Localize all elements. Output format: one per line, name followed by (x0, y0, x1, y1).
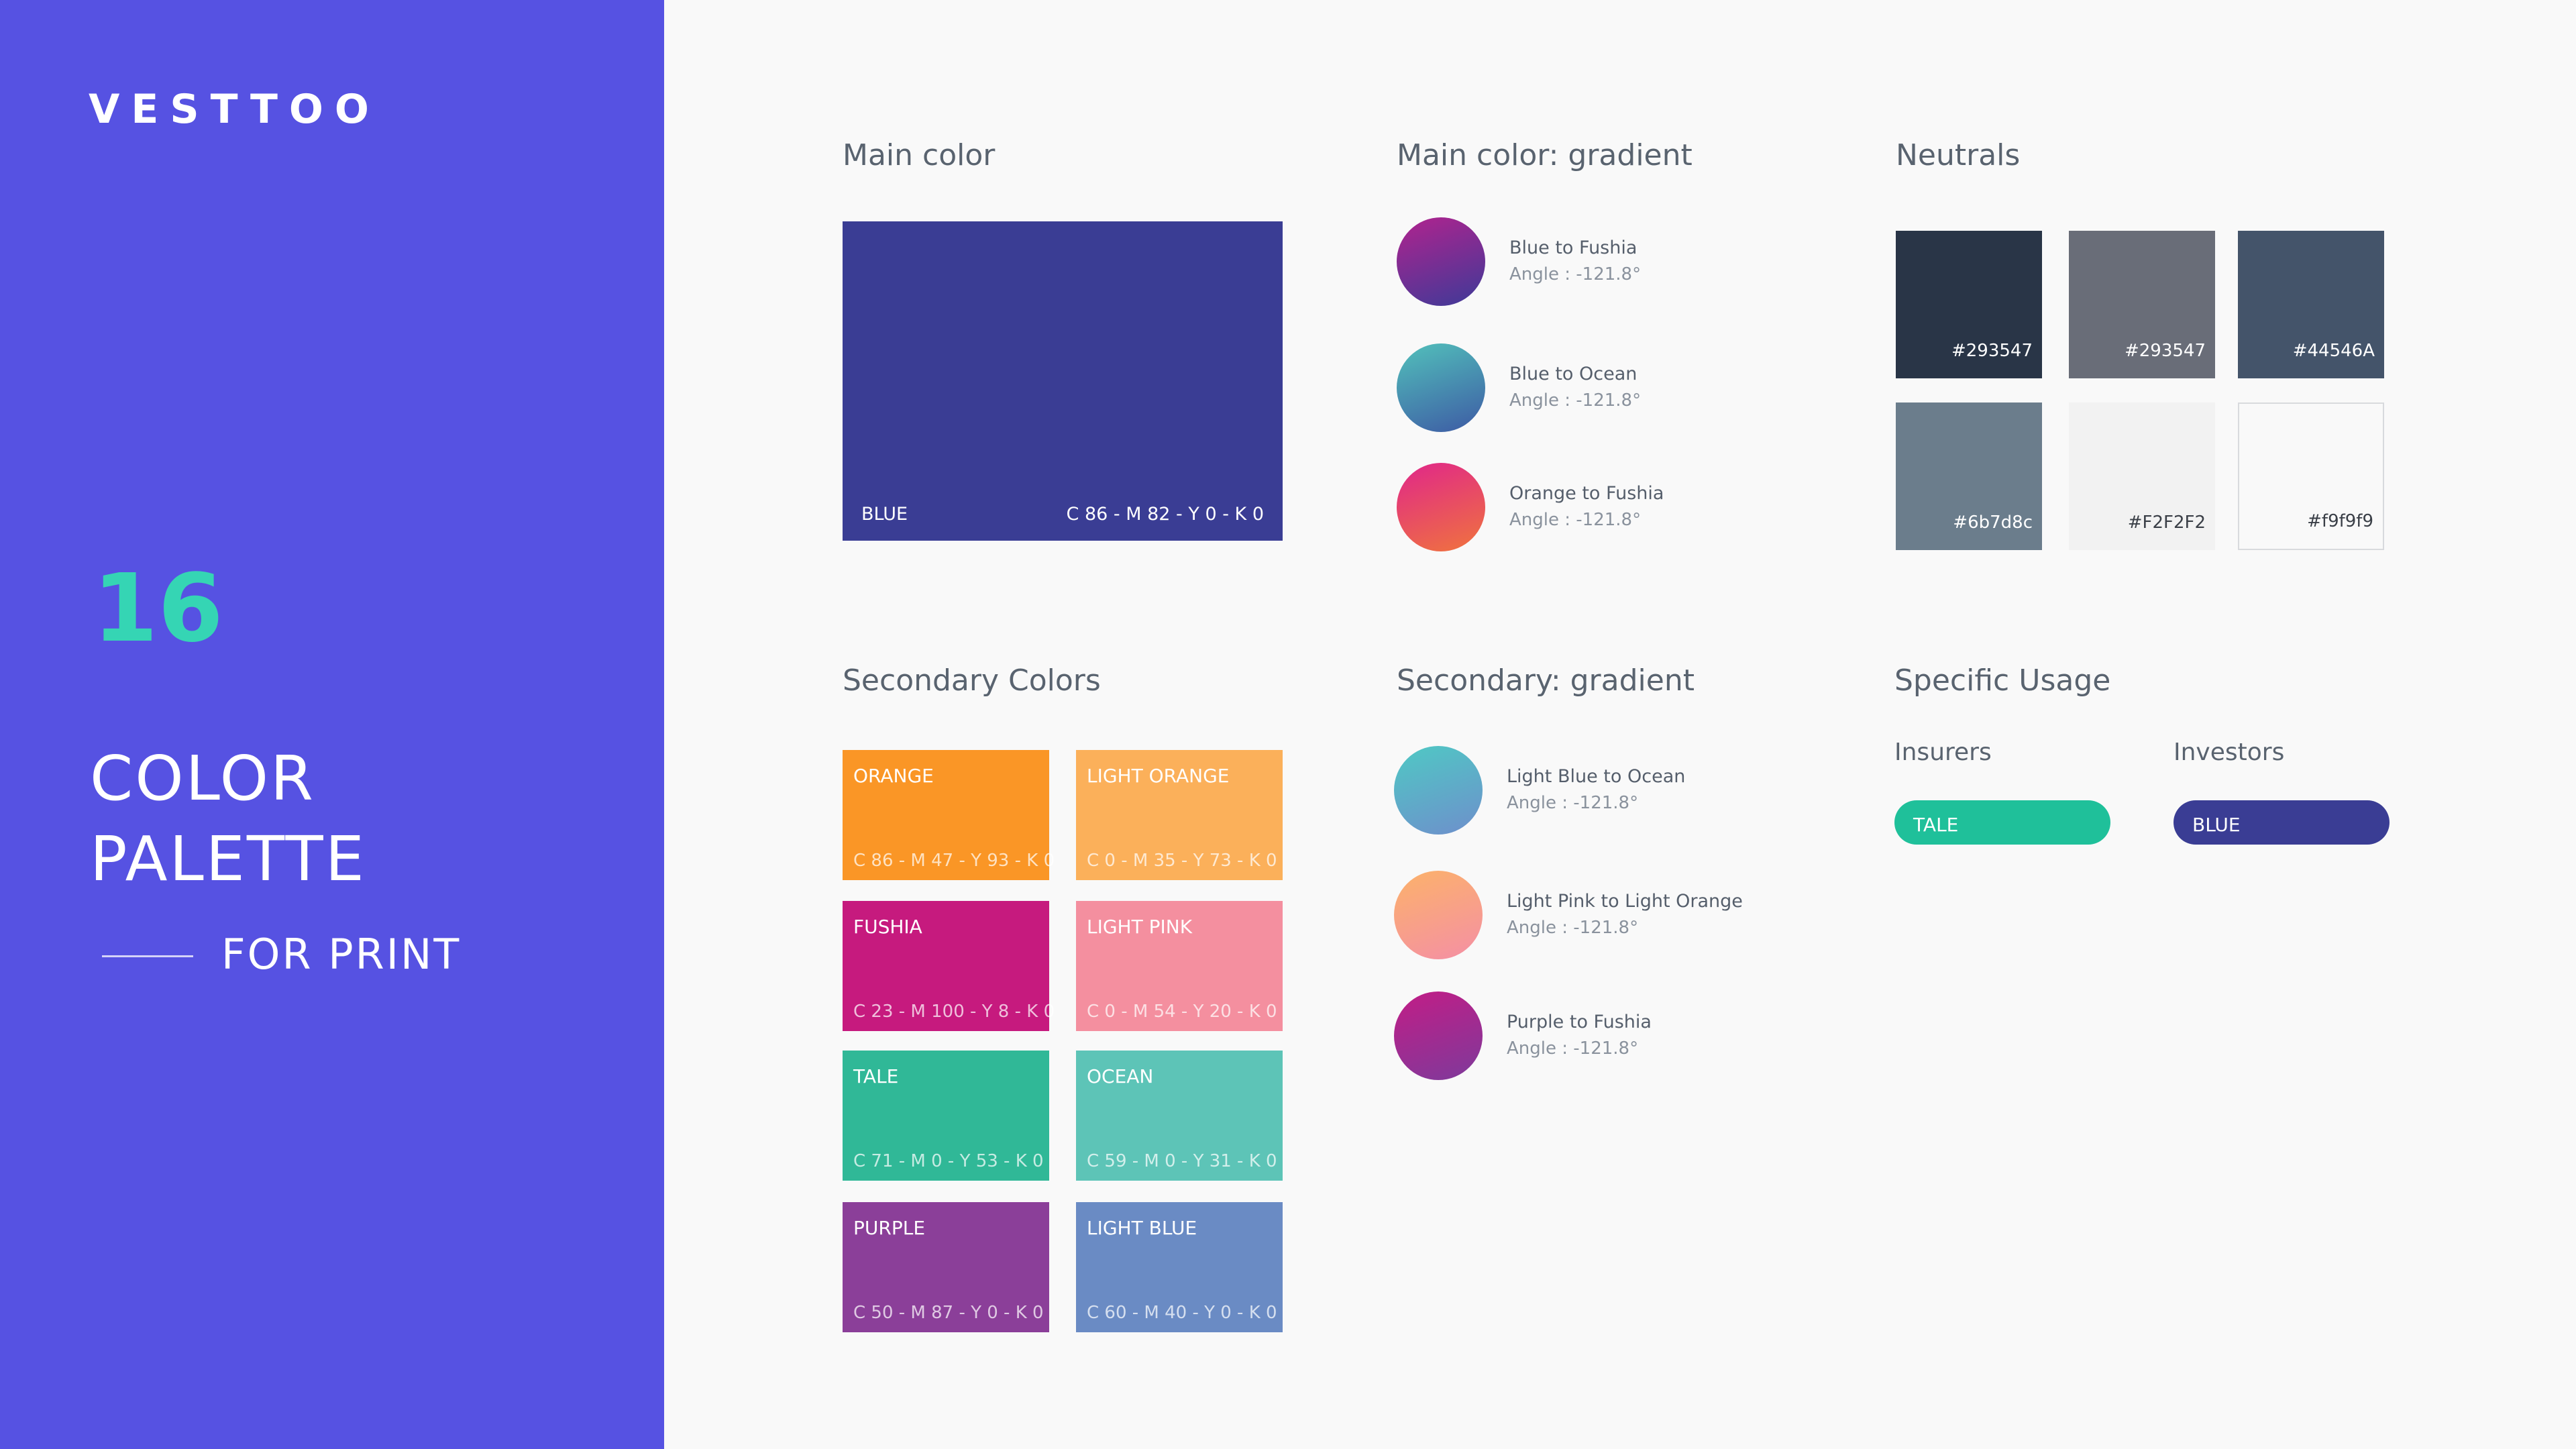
gradient-swatch (1397, 343, 1485, 432)
secondary-swatch: LIGHT PINK C 0 - M 54 - Y 20 - K 0 (1076, 901, 1283, 1031)
investors-pill: BLUE (2174, 800, 2390, 845)
gradient-item: Blue to Ocean Angle : -121.8° (1397, 343, 1799, 437)
specific-usage-heading: Specific Usage (1894, 663, 2111, 698)
swatch-name: OCEAN (1087, 1065, 1154, 1087)
swatch-cmyk: C 60 - M 40 - Y 0 - K 0 (1087, 1303, 1277, 1323)
neutral-swatch: #293547 (1896, 231, 2042, 378)
swatch-name: LIGHT ORANGE (1087, 765, 1230, 787)
gradient-angle: Angle : -121.8° (1507, 1038, 1639, 1059)
swatch-name: LIGHT PINK (1087, 916, 1193, 938)
gradient-angle: Angle : -121.8° (1509, 264, 1642, 284)
page-title-line-1: COLOR (90, 743, 315, 814)
gradient-angle: Angle : -121.8° (1509, 390, 1642, 411)
neutral-hex: #293547 (2124, 341, 2206, 361)
swatch-cmyk: C 86 - M 47 - Y 93 - K 0 (853, 851, 1055, 871)
neutrals-heading: Neutrals (1896, 138, 2021, 172)
main-gradient-heading: Main color: gradient (1397, 138, 1693, 172)
gradient-angle: Angle : -121.8° (1509, 510, 1642, 530)
secondary-swatch: ORANGE C 86 - M 47 - Y 93 - K 0 (843, 750, 1055, 880)
swatch-name: TALE (853, 1065, 899, 1087)
sidebar: VESTTOO 16 COLOR PALETTE FOR PRINT (0, 0, 664, 1449)
swatch-cmyk: C 71 - M 0 - Y 53 - K 0 (853, 1151, 1044, 1171)
swatch-cmyk: C 0 - M 35 - Y 73 - K 0 (1087, 851, 1277, 871)
divider (102, 955, 193, 957)
neutral-hex: #f9f9f9 (2307, 511, 2373, 531)
neutral-hex: #293547 (1951, 341, 2033, 361)
swatch-cmyk: C 59 - M 0 - Y 31 - K 0 (1087, 1151, 1277, 1171)
neutral-hex: #F2F2F2 (2127, 513, 2206, 533)
swatch-name: ORANGE (853, 765, 934, 787)
secondary-swatch: LIGHT BLUE C 60 - M 40 - Y 0 - K 0 (1076, 1202, 1283, 1332)
gradient-angle: Angle : -121.8° (1507, 793, 1639, 813)
gradient-angle: Angle : -121.8° (1507, 918, 1639, 938)
gradient-name: Blue to Ocean (1509, 364, 1638, 384)
secondary-colors-heading: Secondary Colors (843, 663, 1101, 698)
insurers-pill-label: TALE (1913, 814, 1959, 836)
gradient-swatch (1394, 871, 1483, 959)
neutral-swatch: #f9f9f9 (2238, 402, 2384, 550)
secondary-swatch: TALE C 71 - M 0 - Y 53 - K 0 (843, 1051, 1049, 1181)
gradient-item: Purple to Fushia Angle : -121.8° (1394, 991, 1796, 1085)
swatch-cmyk: C 0 - M 54 - Y 20 - K 0 (1087, 1002, 1277, 1022)
page-number: 16 (93, 554, 223, 663)
gradient-item: Light Pink to Light Orange Angle : -121.… (1394, 871, 1796, 965)
gradient-item: Blue to Fushia Angle : -121.8° (1397, 217, 1799, 311)
gradient-item: Orange to Fushia Angle : -121.8° (1397, 463, 1799, 557)
neutral-hex: #44546A (2292, 341, 2375, 361)
gradient-name: Light Pink to Light Orange (1507, 891, 1743, 912)
gradient-name: Orange to Fushia (1509, 483, 1664, 504)
gradient-name: Purple to Fushia (1507, 1012, 1652, 1032)
secondary-gradient-heading: Secondary: gradient (1397, 663, 1695, 698)
swatch-name: FUSHIA (853, 916, 922, 938)
swatch-name: PURPLE (853, 1217, 926, 1239)
secondary-swatch: LIGHT ORANGE C 0 - M 35 - Y 73 - K 0 (1076, 750, 1283, 880)
gradient-name: Blue to Fushia (1509, 237, 1638, 258)
neutral-swatch: #293547 (2069, 231, 2215, 378)
swatch-cmyk: C 23 - M 100 - Y 8 - K 0 (853, 1002, 1055, 1022)
swatch-cmyk: C 50 - M 87 - Y 0 - K 0 (853, 1303, 1044, 1323)
brand-logo: VESTTOO (89, 86, 380, 133)
neutral-hex: #6b7d8c (1953, 513, 2033, 533)
neutral-swatch: #44546A (2238, 231, 2384, 378)
insurers-label: Insurers (1894, 739, 1992, 766)
page-title-line-2: PALETTE (90, 823, 366, 895)
neutral-swatch: #6b7d8c (1896, 402, 2042, 550)
investors-pill-label: BLUE (2192, 814, 2241, 836)
secondary-swatch: PURPLE C 50 - M 87 - Y 0 - K 0 (843, 1202, 1049, 1332)
gradient-item: Light Blue to Ocean Angle : -121.8° (1394, 746, 1796, 840)
main-color-name: BLUE (861, 504, 908, 525)
main-color-swatch: BLUE C 86 - M 82 - Y 0 - K 0 (843, 221, 1283, 541)
gradient-swatch (1397, 217, 1485, 306)
insurers-pill: TALE (1894, 800, 2110, 845)
main-color-heading: Main color (843, 138, 996, 172)
gradient-swatch (1394, 746, 1483, 835)
secondary-swatch: OCEAN C 59 - M 0 - Y 31 - K 0 (1076, 1051, 1283, 1181)
secondary-swatch: FUSHIA C 23 - M 100 - Y 8 - K 0 (843, 901, 1055, 1031)
page-subtitle: FOR PRINT (221, 930, 462, 979)
gradient-swatch (1394, 991, 1483, 1080)
investors-label: Investors (2174, 739, 2285, 766)
main-color-cmyk: C 86 - M 82 - Y 0 - K 0 (1066, 504, 1264, 525)
gradient-swatch (1397, 463, 1485, 551)
swatch-name: LIGHT BLUE (1087, 1217, 1197, 1239)
gradient-name: Light Blue to Ocean (1507, 766, 1686, 787)
neutral-swatch: #F2F2F2 (2069, 402, 2215, 550)
